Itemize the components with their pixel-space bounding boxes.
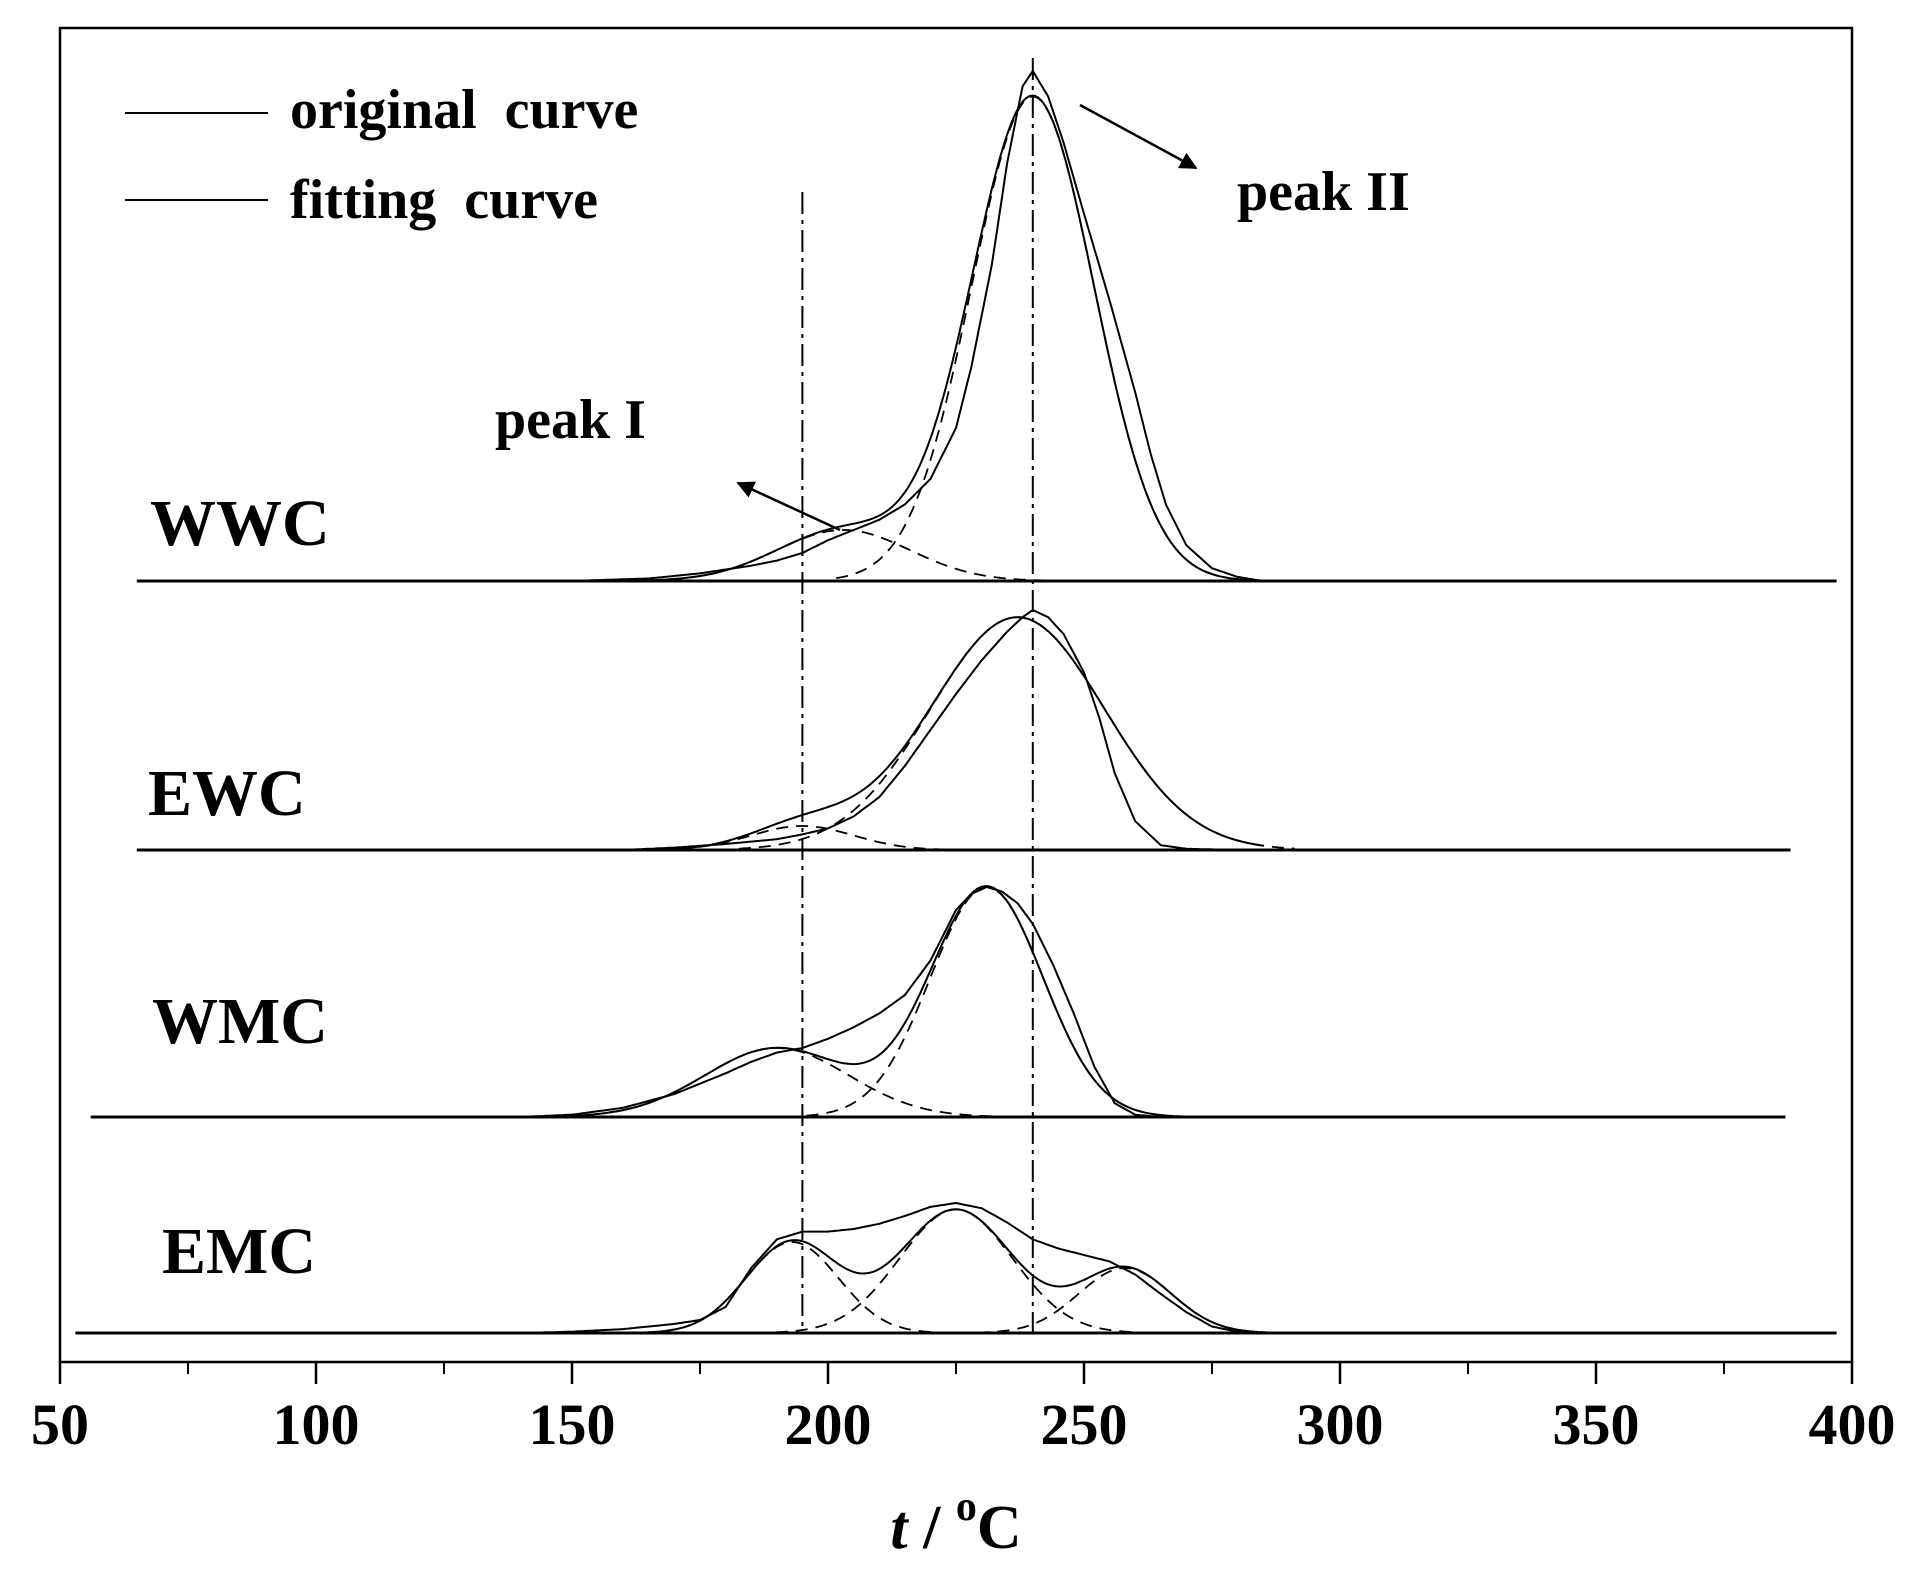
x-tick-label: 350 <box>1553 1392 1640 1457</box>
series-ewc: EWC <box>136 608 1791 852</box>
legend-label-fitting: fitting curve <box>290 169 598 231</box>
annotation-layer: peak I peak II <box>495 103 1410 532</box>
x-axis-label-unit: C <box>977 1494 1022 1562</box>
x-axis-label: t / oC <box>890 1484 1021 1562</box>
original-curve <box>623 608 1238 851</box>
fit-component-peak <box>775 1208 1135 1334</box>
x-tick-label: 400 <box>1809 1392 1896 1457</box>
series-layer: WWC EWC WMC EMC <box>75 69 1837 1335</box>
reference-lines <box>801 58 1034 1333</box>
fitting-curve <box>520 885 1187 1118</box>
original-curve <box>520 1201 1264 1334</box>
fit-component-peak <box>638 825 967 851</box>
fit-component-peak <box>644 1241 940 1334</box>
series-label: WWC <box>150 487 330 560</box>
arrow-peak-i <box>736 481 841 532</box>
series-wwc: WWC <box>136 69 1837 583</box>
annotation-peak-i: peak I <box>495 389 646 451</box>
x-axis-label-separator: / <box>908 1494 956 1562</box>
fitting-curve <box>623 616 1264 851</box>
fit-component-peak <box>836 95 1229 579</box>
series-wmc: WMC <box>90 885 1786 1119</box>
fitting-curve <box>520 1208 1289 1334</box>
fit-component-peak <box>630 529 1056 582</box>
x-tick-label: 100 <box>273 1392 360 1457</box>
legend-label-original: original curve <box>290 79 638 141</box>
fitting-curve <box>495 94 1315 582</box>
fit-component-peak <box>977 1267 1272 1334</box>
fit-component-peak <box>806 886 1166 1117</box>
series-emc: EMC <box>75 1201 1837 1335</box>
x-tick-label: 250 <box>1041 1392 1128 1457</box>
series-label: WMC <box>152 985 328 1058</box>
fit-component-peak <box>738 616 1295 850</box>
annotation-peak-ii: peak II <box>1237 161 1410 223</box>
x-axis-label-variable: t <box>890 1494 909 1562</box>
legend: original curve fitting curve <box>125 79 638 231</box>
x-tick-label: 50 <box>31 1392 89 1457</box>
original-curve <box>495 69 1289 582</box>
x-axis: 50 100 150 200 250 300 350 400 <box>31 1362 1896 1457</box>
x-axis-label-degree: o <box>956 1484 977 1530</box>
x-tick-label: 200 <box>785 1392 872 1457</box>
original-curve <box>520 885 1161 1118</box>
fit-component-peak <box>547 1047 1006 1118</box>
x-tick-label: 300 <box>1297 1392 1384 1457</box>
arrow-peak-ii <box>1079 103 1198 170</box>
series-label: EMC <box>162 1215 316 1288</box>
series-label: EWC <box>148 757 306 830</box>
x-tick-label: 150 <box>529 1392 616 1457</box>
